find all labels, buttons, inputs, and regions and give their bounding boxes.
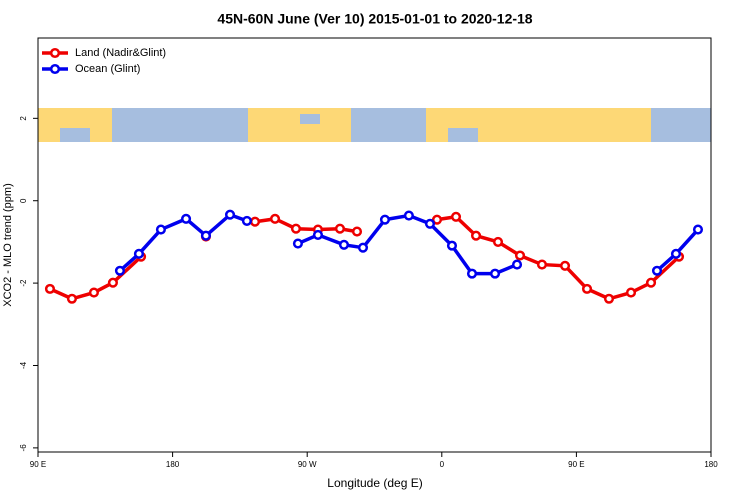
series-point bbox=[424, 218, 436, 229]
series-point bbox=[379, 214, 391, 225]
series-point bbox=[357, 242, 369, 253]
legend-label: Land (Nadir&Glint) bbox=[75, 47, 166, 59]
y-tick-label: 0 bbox=[19, 198, 28, 203]
x-axis-label: Longitude (deg E) bbox=[327, 476, 422, 490]
series-point bbox=[625, 287, 637, 298]
map-ocean bbox=[112, 108, 248, 142]
x-tick-label: 90 E bbox=[30, 460, 46, 469]
map-ocean bbox=[351, 108, 426, 142]
series-point bbox=[338, 239, 350, 250]
series-point bbox=[44, 283, 56, 294]
series-point bbox=[107, 277, 118, 288]
x-tick-label: 90 E bbox=[568, 460, 584, 469]
plot-frame bbox=[37, 37, 712, 453]
series-point bbox=[511, 259, 523, 270]
series-point bbox=[66, 293, 77, 304]
series-point bbox=[603, 293, 615, 304]
y-axis-label: XCO2 - MLO trend (ppm) bbox=[2, 183, 14, 306]
series-point bbox=[181, 213, 192, 224]
map-strip bbox=[38, 108, 711, 142]
map-sea bbox=[60, 128, 90, 142]
y-tick-label: -4 bbox=[19, 361, 28, 369]
series-point bbox=[581, 283, 593, 294]
legend-swatch-point bbox=[49, 63, 61, 75]
legend-label: Ocean (Glint) bbox=[75, 63, 140, 75]
series-point bbox=[466, 268, 478, 279]
series-point bbox=[489, 268, 501, 279]
map-ocean bbox=[651, 108, 711, 142]
series-point bbox=[290, 223, 302, 234]
series-point bbox=[536, 259, 548, 270]
series-point bbox=[351, 226, 363, 237]
series-point bbox=[670, 248, 682, 259]
chart-title: 45N-60N June (Ver 10) 2015-01-01 to 2020… bbox=[217, 11, 532, 27]
series-point bbox=[269, 213, 281, 224]
x-tick-label: 90 W bbox=[298, 460, 317, 469]
series-point bbox=[446, 240, 458, 251]
x-tick-label: 180 bbox=[166, 460, 180, 469]
x-tick-label: 180 bbox=[704, 460, 718, 469]
series-point bbox=[492, 236, 504, 247]
x-tick-label: 0 bbox=[440, 460, 445, 469]
series-point bbox=[249, 216, 261, 227]
y-tick-label: -2 bbox=[19, 279, 28, 287]
series-point bbox=[114, 265, 126, 276]
series-point bbox=[200, 230, 212, 241]
series-point bbox=[645, 277, 657, 288]
series-point bbox=[224, 209, 236, 220]
series-line bbox=[297, 213, 518, 276]
y-tick-label: 2 bbox=[19, 116, 28, 121]
map-lake bbox=[300, 114, 320, 124]
series-point bbox=[312, 229, 324, 240]
series-point bbox=[559, 260, 571, 271]
series-point bbox=[692, 224, 704, 235]
series-point bbox=[292, 238, 303, 249]
series-point bbox=[241, 215, 252, 226]
series-point bbox=[334, 223, 346, 234]
map-sea bbox=[448, 128, 478, 142]
series-point bbox=[651, 265, 663, 276]
legend-swatch-point bbox=[49, 47, 61, 59]
series-point bbox=[403, 210, 414, 221]
series-point bbox=[514, 250, 526, 261]
series-point bbox=[133, 248, 144, 259]
y-tick-label: -6 bbox=[19, 444, 28, 452]
series-point bbox=[450, 211, 462, 222]
series-point bbox=[470, 230, 482, 241]
series-point bbox=[88, 287, 99, 298]
series-point bbox=[431, 214, 443, 225]
series-point bbox=[155, 224, 166, 235]
series-line bbox=[436, 214, 681, 301]
